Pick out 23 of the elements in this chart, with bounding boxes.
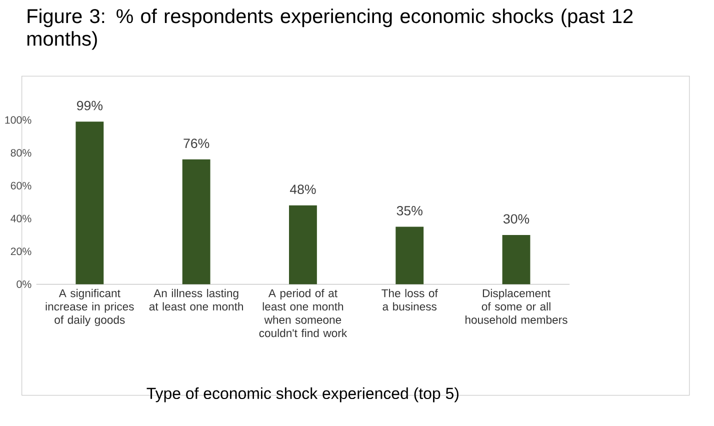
bar (182, 159, 210, 284)
x-tick-label: An illness lasting at least one month (149, 288, 243, 311)
bar (502, 235, 530, 284)
y-tick-label: 0% (16, 280, 32, 288)
bar (396, 226, 424, 284)
x-tick-label: A period of at least one month when someone couldn't find work (259, 288, 348, 338)
data-label: 99% (76, 100, 103, 110)
x-tick-label: A significant increase in prices of daily goods (46, 288, 134, 326)
y-tick-label: 80% (10, 149, 32, 157)
x-axis-title: Type of economic shock experienced (top 5) (146, 387, 458, 402)
x-tick-label: The loss of a business (382, 288, 438, 311)
bar (76, 122, 104, 284)
y-tick-label: 60% (10, 182, 32, 190)
y-tick-label: 20% (10, 248, 32, 256)
data-label: 48% (290, 184, 316, 194)
x-tick-label: Displacement of some or all household members (466, 288, 568, 324)
data-label: 76% (184, 138, 210, 148)
data-label: 35% (396, 206, 422, 216)
chart-title: Figure 3: % of respondents experiencing economic shocks (past 12 months) (27, 8, 633, 50)
bar (289, 205, 317, 284)
y-tick-label: 100% (5, 116, 32, 124)
y-tick-label: 40% (10, 214, 32, 222)
data-label: 30% (503, 214, 530, 224)
